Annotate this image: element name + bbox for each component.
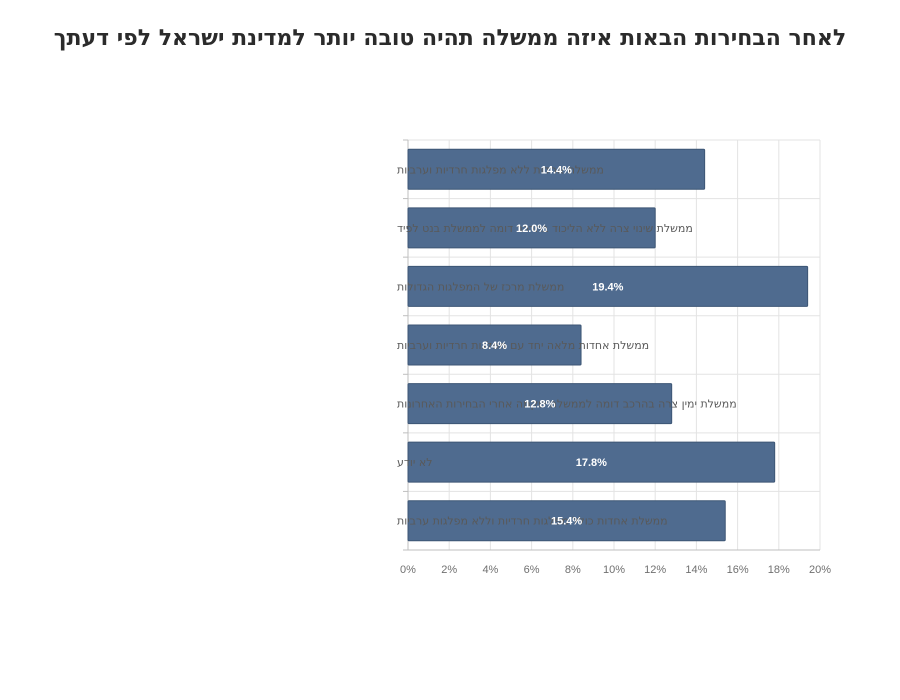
x-tick-label: 20% bbox=[809, 564, 831, 576]
data-label: 19.4% bbox=[592, 281, 623, 293]
x-tick-label: 4% bbox=[482, 564, 498, 576]
bar bbox=[407, 324, 582, 366]
bar bbox=[407, 500, 726, 542]
bar bbox=[407, 207, 656, 249]
x-tick-label: 6% bbox=[524, 564, 540, 576]
x-tick-label: 16% bbox=[727, 564, 749, 576]
bar bbox=[407, 441, 776, 483]
category-label: לא יודע bbox=[397, 456, 432, 469]
x-tick-label: 14% bbox=[685, 564, 707, 576]
category-label: ממשלת שינוי צרה ללא הליכוד בהרכב דומה למ… bbox=[397, 222, 693, 235]
category-label: ממשלת מרכז של המפלגות הגדולות bbox=[397, 280, 564, 293]
data-label: 15.4% bbox=[551, 516, 582, 528]
data-label: 8.4% bbox=[482, 340, 507, 352]
x-tick-label: 18% bbox=[768, 564, 790, 576]
category-label: ממשלת ימין צרה בהרכב דומה לממשלה שקמה אח… bbox=[397, 398, 737, 411]
x-tick-label: 0% bbox=[400, 564, 416, 576]
x-tick-label: 8% bbox=[565, 564, 581, 576]
data-label: 14.4% bbox=[541, 164, 572, 176]
category-label: ממשלת אחדות מלאה יחד עם מפלגות חרדיות וע… bbox=[397, 339, 649, 352]
x-tick-label: 10% bbox=[603, 564, 625, 576]
data-label: 12.8% bbox=[524, 399, 555, 411]
data-label: 12.0% bbox=[516, 223, 547, 235]
bar bbox=[407, 383, 673, 425]
bar bbox=[407, 265, 809, 307]
x-tick-label: 12% bbox=[644, 564, 666, 576]
chart-title: לאחר הבחירות הבאות איזה ממשלה תהיה טובה … bbox=[53, 26, 847, 51]
bar bbox=[407, 148, 706, 190]
data-label: 17.8% bbox=[576, 457, 607, 469]
category-label: ממשלת אחדות ללא מפלגות חרדיות וערביות bbox=[397, 163, 604, 176]
category-label: ממשלת אחדות כולל מפלגות חרדיות וללא מפלג… bbox=[397, 515, 668, 528]
x-tick-label: 2% bbox=[441, 564, 457, 576]
